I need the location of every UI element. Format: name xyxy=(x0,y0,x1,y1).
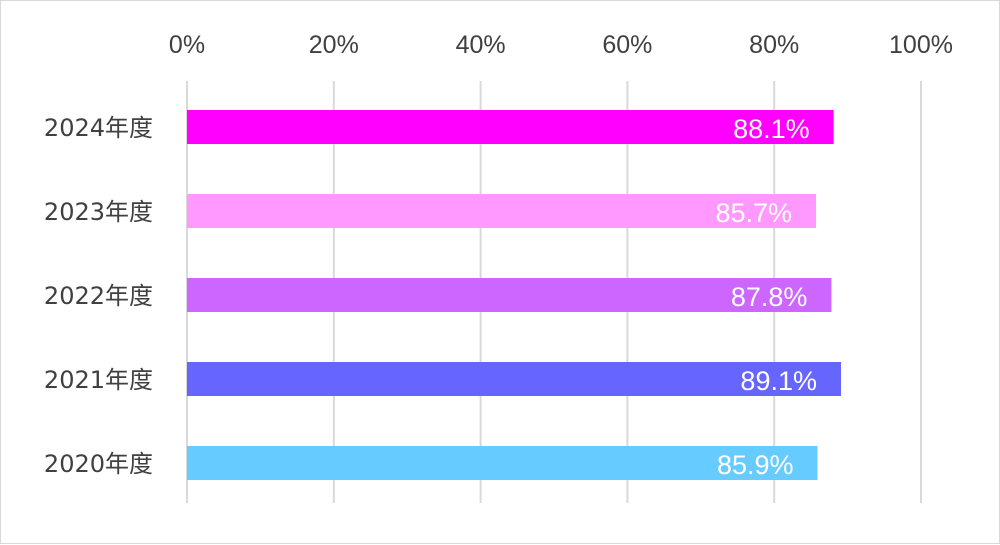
data-label: 87.8% xyxy=(731,282,808,312)
bar xyxy=(187,194,817,228)
x-tick-label: 40% xyxy=(456,31,506,59)
data-label: 85.9% xyxy=(717,450,794,480)
x-tick-label: 0% xyxy=(169,31,205,59)
data-label: 89.1% xyxy=(740,366,817,396)
category-label: 2022年度 xyxy=(44,282,153,310)
x-tick-label: 20% xyxy=(309,31,359,59)
x-tick-label: 100% xyxy=(889,31,953,59)
category-label: 2020年度 xyxy=(44,450,153,478)
data-label: 85.7% xyxy=(715,198,792,228)
x-tick-label: 80% xyxy=(749,31,799,59)
bar xyxy=(187,362,841,396)
bar xyxy=(187,110,834,144)
data-label: 88.1% xyxy=(733,114,810,144)
bar xyxy=(187,446,818,480)
category-label: 2024年度 xyxy=(44,114,153,142)
x-tick-label: 60% xyxy=(602,31,652,59)
category-label: 2023年度 xyxy=(44,198,153,226)
bar xyxy=(187,278,832,312)
category-label: 2021年度 xyxy=(44,366,153,394)
